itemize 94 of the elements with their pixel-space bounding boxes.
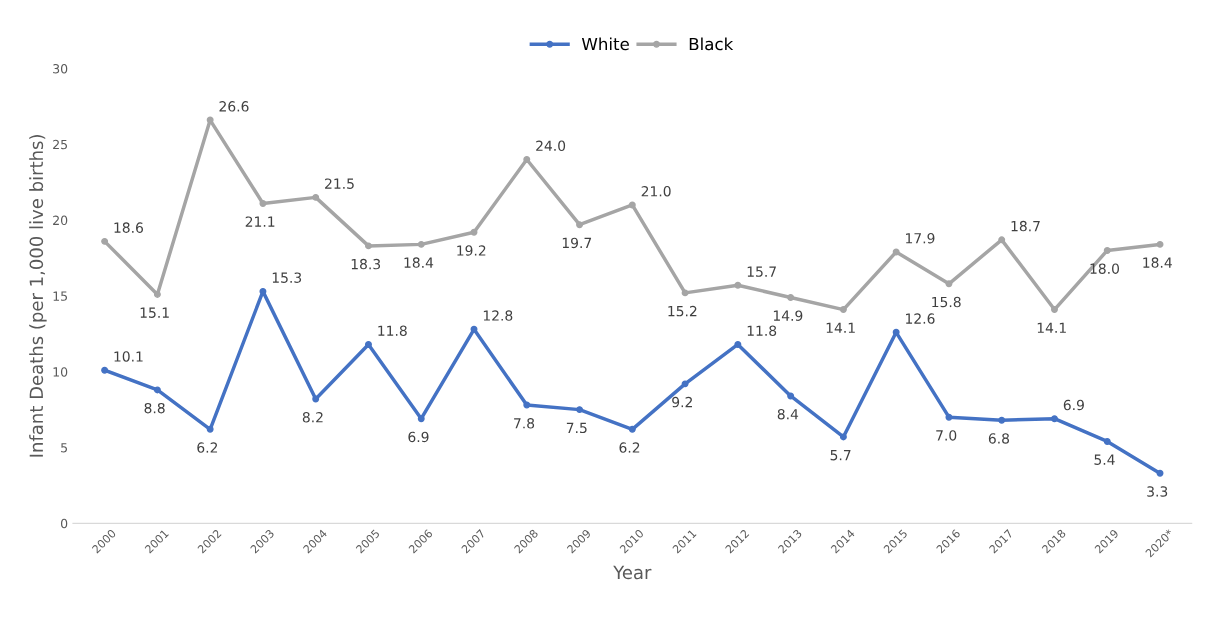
y-tick-label: 0 (60, 518, 68, 529)
point (998, 416, 1006, 424)
data-label: 14.9 (773, 310, 803, 321)
data-label: 15.1 (140, 307, 169, 318)
point (892, 328, 900, 336)
data-label: 6.2 (619, 442, 640, 453)
data-label: 11.8 (378, 325, 407, 336)
point (576, 221, 584, 229)
data-label: 6.8 (988, 433, 1010, 444)
data-label: 8.8 (144, 402, 165, 414)
data-label: 19.2 (457, 245, 486, 256)
data-label: 24.0 (536, 140, 566, 152)
point (1103, 246, 1111, 254)
data-label: 18.4 (404, 257, 434, 268)
point (153, 386, 161, 394)
data-label: 12.6 (906, 313, 935, 324)
data-label: 18.6 (114, 222, 144, 233)
x-axis-title: Year (613, 565, 652, 580)
point (839, 306, 847, 314)
point (998, 236, 1006, 244)
data-label: 26.6 (219, 101, 249, 112)
data-label: 12.8 (483, 310, 513, 321)
point (681, 380, 689, 388)
point (364, 340, 372, 348)
data-label: 21.5 (325, 178, 354, 189)
y-tick-label: 20 (53, 215, 68, 226)
data-label: 14.1 (1037, 322, 1066, 333)
y-tick-label: 5 (61, 443, 68, 453)
point (787, 293, 795, 301)
point (945, 413, 953, 421)
point (259, 287, 267, 295)
point (364, 242, 372, 250)
point (1051, 306, 1058, 314)
data-label: 15.2 (668, 305, 697, 317)
point (576, 406, 584, 414)
point (206, 425, 214, 433)
point (734, 281, 742, 289)
data-label: 11.8 (747, 325, 777, 336)
point (787, 392, 795, 400)
data-label: 7.5 (566, 422, 587, 434)
point (734, 340, 742, 348)
data-label: 6.2 (197, 442, 218, 453)
point (892, 248, 900, 256)
data-label: 14.1 (826, 322, 855, 333)
point (1103, 437, 1111, 445)
data-label: 18.4 (1143, 257, 1172, 268)
y-tick-label: 30 (53, 64, 68, 74)
point (470, 228, 478, 236)
point (523, 156, 531, 163)
point (417, 415, 425, 423)
point (101, 366, 109, 374)
point (101, 237, 109, 245)
point (259, 199, 267, 207)
point (417, 240, 425, 248)
y-tick-label: 15 (53, 291, 68, 301)
point (1156, 240, 1164, 248)
legend-label: Black (689, 37, 734, 51)
point (206, 116, 214, 124)
data-label: 9.2 (672, 396, 692, 408)
point (839, 433, 847, 441)
data-label: 21.0 (641, 185, 671, 197)
point (312, 193, 320, 201)
point (312, 395, 320, 403)
data-label: 18.0 (1090, 263, 1120, 274)
point (945, 280, 953, 288)
point (523, 401, 531, 409)
data-label: 7.8 (514, 418, 535, 429)
data-label: 17.9 (906, 232, 935, 244)
point (681, 289, 689, 297)
data-label: 19.7 (562, 237, 592, 249)
data-label: 15.3 (272, 272, 302, 283)
point (628, 201, 636, 209)
data-label: 15.8 (932, 296, 961, 308)
y-axis-title: Infant Deaths (per 1,000 live births) (29, 135, 47, 457)
data-label: 3.3 (1147, 486, 1168, 497)
data-label: 6.9 (408, 431, 429, 443)
data-label: 18.7 (1011, 220, 1040, 232)
point (1051, 415, 1058, 423)
data-label: 5.7 (830, 450, 851, 461)
y-tick-label: 10 (53, 367, 68, 377)
data-label: 6.9 (1063, 399, 1084, 411)
data-label: 15.7 (747, 266, 776, 277)
data-label: 7.0 (936, 430, 957, 441)
data-label: 8.4 (777, 408, 799, 420)
point (470, 325, 478, 333)
data-label: 5.4 (1094, 454, 1115, 465)
data-label: 21.1 (245, 216, 275, 227)
data-label: 8.2 (302, 411, 323, 423)
data-label: 10.1 (114, 351, 143, 362)
point (628, 425, 636, 433)
data-label: 18.3 (351, 258, 381, 270)
legend-label: White (581, 37, 629, 51)
y-tick-label: 25 (53, 139, 68, 150)
point (1156, 469, 1164, 477)
